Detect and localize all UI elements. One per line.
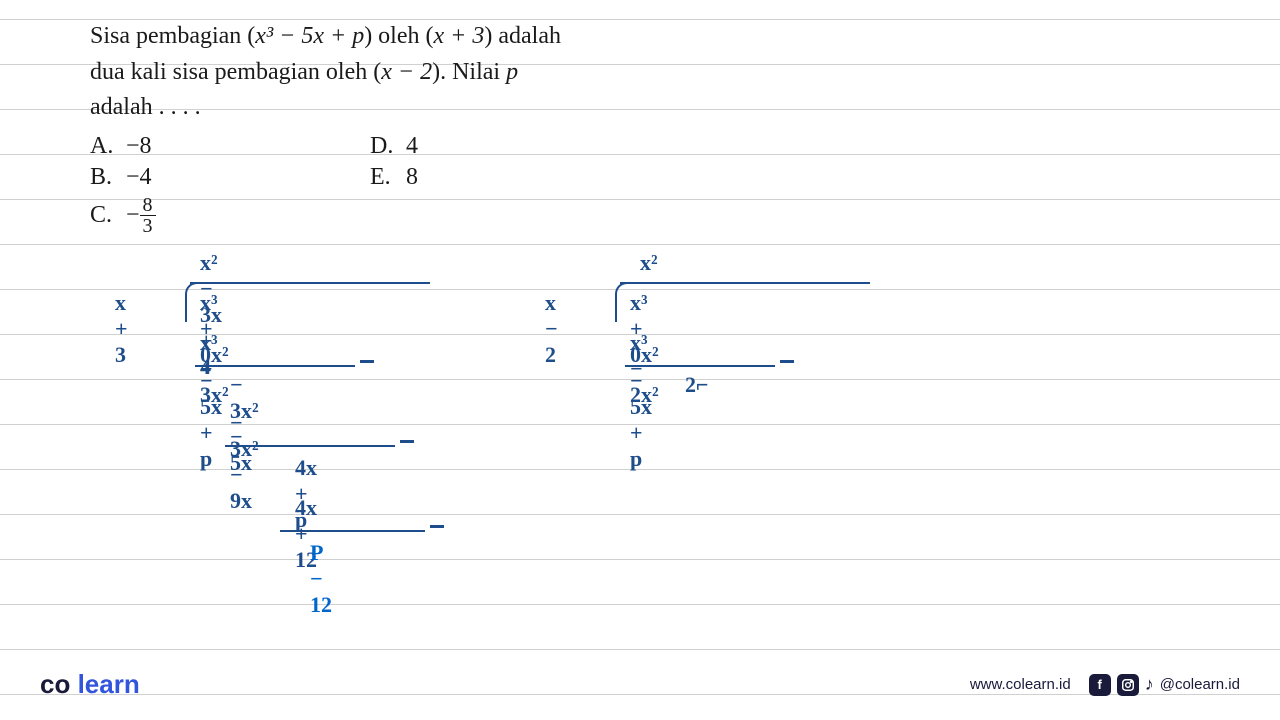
option-b: B. −4 [90,164,370,191]
q-text: ) oleh ( [364,23,433,49]
work1-line3 [280,530,425,532]
work1-line1 [195,365,355,367]
work1-line2 [225,445,395,447]
logo-learn: learn [78,669,140,699]
question-line-2: dua kali sisa pembagian oleh (x − 2). Ni… [90,56,1190,90]
footer-right: www.colearn.id f ♪ @colearn.id [970,674,1240,696]
option-a: A. −8 [90,133,370,160]
options-container: A. −8 B. −4 C. − 8 3 D. 4 E. [90,133,1190,236]
social-icons: f ♪ @colearn.id [1089,674,1240,696]
work1-step1: x³ + 3x² [200,330,229,408]
work2-step1: x³ − 2x² [630,330,659,408]
fraction-den: 3 [140,216,156,236]
minus-mark [780,360,794,363]
q-text: dua kali sisa pembagian oleh ( [90,59,381,85]
option-c: C. − 8 3 [90,195,370,236]
division-bar-1 [190,282,430,284]
brand-logo: co learn [40,669,140,700]
question-content: Sisa pembagian (x³ − 5x + p) oleh (x + 3… [0,0,1280,256]
option-label: A. [90,133,126,160]
work2-line1 [625,365,775,367]
quotient-2: x² [640,250,658,276]
logo-dot [70,669,77,699]
division-bar-2 [620,282,870,284]
option-label: C. [90,202,126,229]
question-text: Sisa pembagian (x³ − 5x + p) oleh (x + 3… [90,20,1190,125]
q-expr: x + 3 [434,23,485,49]
minus-mark [400,440,414,443]
option-e: E. 8 [370,164,418,191]
question-line-3: adalah . . . . [90,91,1190,125]
q-text: ). Nilai [432,59,506,85]
option-column-2: D. 4 E. 8 [370,133,418,236]
q-expr: x − 2 [381,59,432,85]
q-text: ) adalah [484,23,561,49]
q-text: Sisa pembagian ( [90,23,255,49]
option-prefix: − [126,202,140,229]
q-var: p [506,59,518,85]
option-label: B. [90,164,126,191]
question-line-1: Sisa pembagian (x³ − 5x + p) oleh (x + 3… [90,20,1190,54]
social-handle: @colearn.id [1160,676,1240,693]
q-expr: x³ − 5x + p [255,23,364,49]
work1-step3: − 3x² − 9x [230,410,259,514]
option-value: −4 [126,164,152,191]
fraction-num: 8 [140,195,156,216]
minus-mark [360,360,374,363]
divisor-1: x + 3 [115,290,130,368]
option-label: D. [370,133,406,160]
option-d: D. 4 [370,133,418,160]
work1-remainder: P − 12 [310,540,332,618]
work2-step2: 2⌐ [685,372,709,398]
option-column-1: A. −8 B. −4 C. − 8 3 [90,133,370,236]
facebook-icon: f [1089,674,1111,696]
website-url: www.colearn.id [970,676,1071,693]
option-value: 8 [406,164,418,191]
minus-mark [430,525,444,528]
tiktok-icon: ♪ [1145,674,1154,695]
option-label: E. [370,164,406,191]
divisor-2: x − 2 [545,290,560,368]
logo-co: co [40,669,70,699]
fraction: 8 3 [140,195,156,236]
option-value: 4 [406,133,418,160]
instagram-icon [1117,674,1139,696]
footer: co learn www.colearn.id f ♪ @colearn.id [0,669,1280,700]
option-value: −8 [126,133,152,160]
